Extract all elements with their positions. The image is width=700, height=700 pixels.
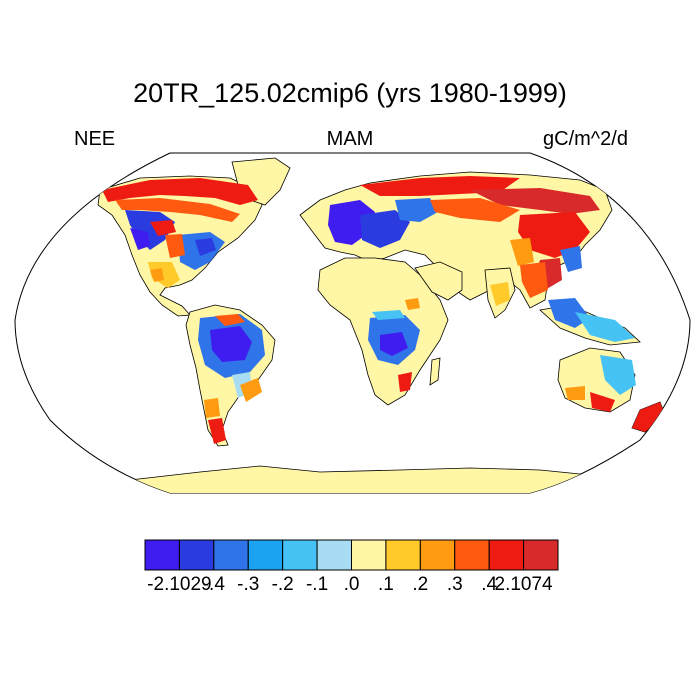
colorbar-tick-label: -.1	[305, 574, 329, 595]
colorbar-swatch	[178, 539, 215, 571]
map-title: 20TR_125.02cmip6 (yrs 1980-1999)	[133, 78, 567, 108]
field-patch	[204, 398, 220, 418]
colorbar-swatch	[454, 539, 490, 571]
antarctica	[129, 465, 651, 493]
colorbar-swatch	[282, 539, 318, 571]
field-patch	[600, 355, 636, 395]
season-label: MAM	[326, 128, 374, 150]
colorbar-tick-label: .3	[446, 574, 463, 595]
field-patch	[125, 210, 175, 250]
units-label: gC/m^2/d	[543, 128, 628, 150]
variable-label: NEE	[74, 128, 116, 150]
colorbar-swatch	[385, 539, 421, 571]
field-patch	[590, 392, 615, 412]
field-patch	[240, 378, 262, 402]
field-patch	[560, 246, 582, 272]
field-patch	[360, 210, 410, 248]
colorbar-tick-label: .0	[343, 574, 360, 595]
field-patch	[148, 262, 180, 288]
colorbar-swatch	[316, 539, 353, 571]
field-patch	[490, 282, 510, 306]
field-patch	[470, 188, 600, 214]
colorbar-swatch	[144, 539, 180, 571]
field-patch	[575, 312, 635, 342]
field-patch	[632, 402, 665, 432]
field-patch	[405, 298, 420, 310]
field-patch	[195, 238, 216, 256]
field-patch	[520, 262, 548, 298]
field-patch	[430, 198, 520, 222]
colorbar-swatch	[351, 539, 387, 571]
colorbar-tick-label: .2	[412, 574, 429, 595]
field-patch	[115, 198, 240, 222]
field-patch	[215, 314, 245, 326]
colorbar-swatch	[488, 539, 525, 571]
colorbar-swatch	[213, 539, 249, 571]
field-patch	[102, 178, 258, 205]
colorbar-swatch	[247, 539, 284, 571]
nee-field	[102, 176, 665, 444]
field-patch	[372, 310, 405, 320]
field-patch	[150, 268, 164, 282]
field-patch	[380, 332, 408, 356]
colorbar-tick-label: .1	[377, 574, 394, 595]
field-patch	[130, 228, 150, 250]
colorbar-tick-label: .4	[481, 574, 498, 595]
arabian-peninsula	[414, 261, 463, 301]
madagascar	[429, 357, 441, 386]
colorbar-swatch	[523, 539, 559, 571]
colorbar-tick-label: -.3	[237, 574, 260, 595]
colorbar-swatch	[419, 539, 456, 571]
colorbar-tick-label: 2.1074	[494, 574, 553, 595]
field-patch	[398, 372, 412, 392]
field-patch	[548, 298, 590, 328]
colorbar-tick-label: -.2	[271, 574, 294, 595]
field-patch	[510, 238, 534, 266]
field-patch	[150, 220, 176, 236]
field-patch	[395, 198, 438, 222]
field-patch	[165, 234, 185, 258]
field-patch	[518, 212, 590, 258]
field-patch	[208, 418, 226, 444]
field-patch	[565, 386, 585, 400]
colorbar-tick-label: -2.1029	[147, 574, 212, 595]
colorbar-tick-label: -.4	[202, 574, 225, 595]
field-patch	[210, 326, 252, 362]
